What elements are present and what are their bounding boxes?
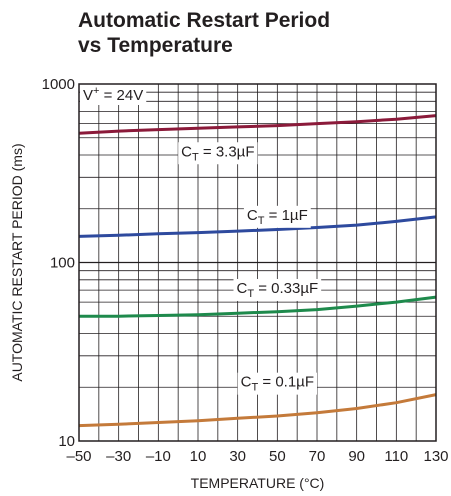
x-tick-label: 10: [190, 448, 207, 465]
x-tick-label: –30: [106, 448, 131, 465]
x-tick-label: 70: [309, 448, 326, 465]
series-label-2: CT = 1µF: [247, 207, 308, 227]
series-label-4: CT = 0.1µF: [241, 374, 314, 394]
series-labels: CT = 3.3µF CT = 1µF CT = 0.33µF CT = 0.1µF V…: [80, 84, 322, 395]
x-tick-label: 30: [229, 448, 246, 465]
series-label-4-background: [237, 372, 318, 395]
series-label-2-background: [243, 205, 311, 228]
series-label-3: CT = 0.33µF: [236, 280, 318, 300]
plot-frame: [78, 83, 437, 442]
y-tick-label: 100: [50, 255, 75, 272]
series-line-2: [78, 215, 437, 238]
series-line-4: [78, 393, 437, 428]
y-axis-label: AUTOMATIC RESTART PERIOD (ms): [9, 143, 25, 381]
chart-title: Automatic Restart Period vs Temperature: [78, 8, 330, 58]
series-label-1-background: [178, 142, 258, 165]
y-tick-label: 10: [58, 433, 75, 450]
supply-voltage-annotation-background: [80, 84, 147, 105]
supply-voltage-annotation: V+ = 24V: [83, 85, 143, 104]
x-axis-label: TEMPERATURE (°C): [191, 475, 325, 491]
x-tick-label: 130: [423, 448, 448, 465]
x-tick-label: –10: [146, 448, 171, 465]
chart-title-line-1: Automatic Restart Period: [78, 9, 331, 32]
chart-title-line-2: vs Temperature: [78, 34, 233, 57]
series-line-1: [78, 114, 437, 135]
series-label-3-background: [233, 278, 322, 301]
tick-labels: –50 –30 –10 10 30 50 70 90 110 130 10 100 1000: [42, 76, 449, 465]
x-tick-label: 50: [269, 448, 286, 465]
series-label-1: CT = 3.3µF: [181, 143, 254, 163]
x-tick-label: 90: [348, 448, 365, 465]
x-tick-label: 110: [384, 448, 408, 465]
x-tick-label: –50: [66, 448, 91, 465]
series-lines: [78, 114, 437, 428]
series-line-3: [79, 295, 437, 318]
y-tick-label: 1000: [42, 76, 75, 93]
